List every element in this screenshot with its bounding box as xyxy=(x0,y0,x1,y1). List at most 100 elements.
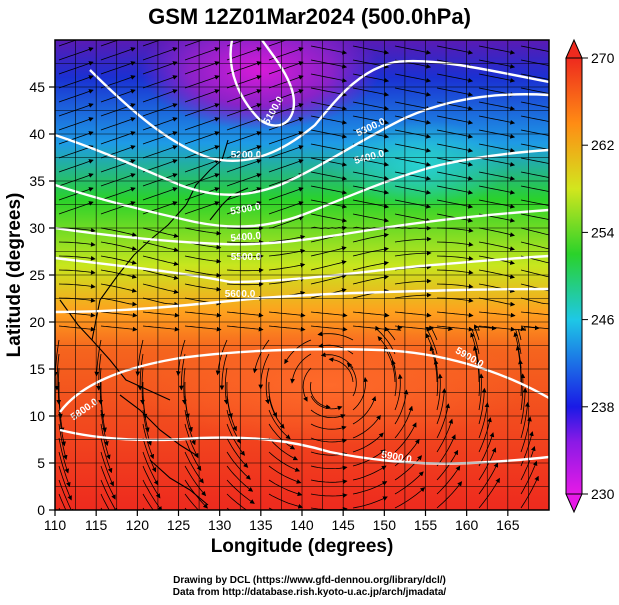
streamline xyxy=(268,493,304,509)
streamline xyxy=(226,47,262,61)
streamline xyxy=(58,493,67,510)
streamline xyxy=(433,359,439,397)
streamline xyxy=(100,61,136,75)
streamline xyxy=(142,465,161,499)
streamline xyxy=(58,325,96,332)
streamline xyxy=(352,73,390,83)
streamline xyxy=(268,215,304,229)
y-tick-label: 20 xyxy=(29,314,45,330)
streamline xyxy=(352,465,387,481)
streamline xyxy=(478,185,516,195)
streamline xyxy=(184,325,222,332)
streamline xyxy=(142,283,179,294)
streamline xyxy=(100,173,136,187)
streamline xyxy=(178,353,186,391)
streamline xyxy=(520,73,549,80)
graticule xyxy=(55,40,549,510)
streamline xyxy=(391,359,397,397)
streamline xyxy=(352,311,390,318)
streamline xyxy=(58,117,94,131)
streamline xyxy=(394,101,432,111)
streamline xyxy=(436,388,447,425)
streamline xyxy=(268,117,304,131)
streamline xyxy=(184,395,193,433)
streamline xyxy=(394,213,432,223)
y-tick-label: 5 xyxy=(37,455,45,471)
streamline xyxy=(436,434,456,467)
streamline xyxy=(181,367,187,405)
streamline xyxy=(137,353,144,391)
x-axis: 110 115 120 125 130 135 140 145 150 155 160 165 xyxy=(44,510,520,533)
streamline xyxy=(310,213,348,223)
streamline xyxy=(520,157,549,164)
streamline xyxy=(184,423,199,459)
streamline xyxy=(268,103,304,117)
x-tick-label: 140 xyxy=(290,517,314,533)
streamline xyxy=(184,201,220,215)
streamline xyxy=(352,129,390,139)
streamline xyxy=(478,199,516,209)
streamline xyxy=(520,115,549,122)
streamline xyxy=(394,171,432,181)
streamline xyxy=(142,311,180,318)
x-tick-label: 155 xyxy=(414,517,438,533)
streamline xyxy=(436,449,459,481)
y-tick-label: 30 xyxy=(29,220,45,236)
streamline xyxy=(310,479,348,485)
streamline xyxy=(226,325,264,332)
streamline xyxy=(184,159,220,173)
contour-5600 xyxy=(55,254,549,284)
streamline xyxy=(58,201,94,215)
streamline xyxy=(58,395,65,433)
streamline xyxy=(478,462,499,495)
streamline xyxy=(478,297,516,307)
streamline xyxy=(226,173,262,187)
streamline xyxy=(268,465,302,484)
x-tick-label: 135 xyxy=(249,517,273,533)
streamline xyxy=(352,213,390,223)
streamline xyxy=(184,493,199,510)
streamline xyxy=(394,471,424,495)
streamline xyxy=(184,89,220,103)
streamline xyxy=(268,325,306,332)
streamline xyxy=(142,241,179,252)
streamline xyxy=(436,465,461,495)
streamline xyxy=(346,362,357,397)
streamline xyxy=(184,437,202,471)
map-title: GSM 12Z01Mar2024 (500.0hPa) xyxy=(148,4,471,29)
streamline xyxy=(310,115,348,125)
streamline xyxy=(310,260,347,271)
contour-5900-b xyxy=(59,428,549,465)
streamline xyxy=(290,353,312,384)
streamline xyxy=(478,143,516,153)
streamline xyxy=(268,159,304,173)
streamline xyxy=(58,465,72,501)
streamline xyxy=(478,325,516,332)
streamline xyxy=(142,493,154,510)
streamline xyxy=(352,377,368,411)
streamline xyxy=(58,173,94,187)
x-tick-label: 160 xyxy=(455,517,479,533)
streamline xyxy=(352,232,389,243)
streamline xyxy=(226,423,245,456)
streamline xyxy=(142,255,179,266)
streamline xyxy=(100,437,113,474)
streamline xyxy=(142,159,178,173)
credits: Drawing by DCL (https://www.gfd-dennou.o… xyxy=(0,575,619,599)
streamline xyxy=(520,199,549,206)
colorbar-max-arrow xyxy=(565,38,583,59)
streamline xyxy=(352,115,390,125)
streamline xyxy=(374,325,396,355)
streamline xyxy=(310,409,346,419)
streamline xyxy=(142,75,178,89)
contour-label: 5300.0 xyxy=(230,201,262,217)
streamline xyxy=(478,45,516,55)
streamline xyxy=(226,451,251,480)
streamline xyxy=(394,87,432,97)
y-tick-label: 15 xyxy=(29,361,45,377)
streamline xyxy=(268,395,285,429)
streamline xyxy=(226,145,262,159)
streamline xyxy=(478,227,515,237)
streamline xyxy=(268,311,306,318)
streamline xyxy=(142,47,178,61)
